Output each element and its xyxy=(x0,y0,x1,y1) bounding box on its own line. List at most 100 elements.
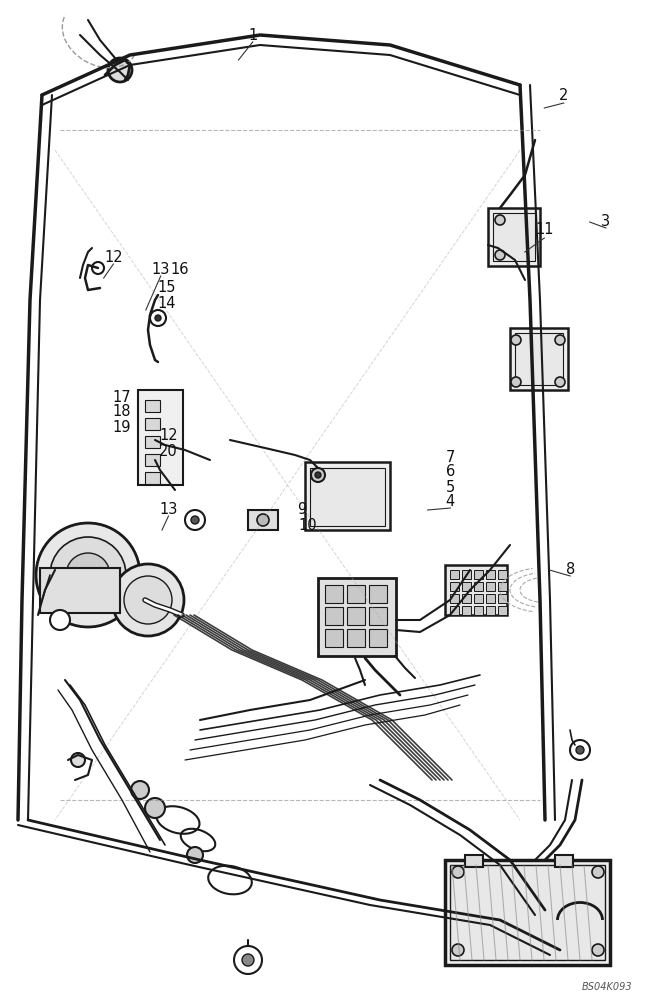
Circle shape xyxy=(495,250,505,260)
Text: 16: 16 xyxy=(171,262,189,277)
Text: 20: 20 xyxy=(159,444,178,458)
Bar xyxy=(325,585,343,603)
Bar xyxy=(498,594,507,603)
Bar xyxy=(474,594,483,603)
Circle shape xyxy=(592,866,604,878)
Bar xyxy=(347,585,365,603)
Bar xyxy=(369,607,387,625)
Bar xyxy=(347,607,365,625)
Circle shape xyxy=(50,610,70,630)
Text: 1: 1 xyxy=(248,28,257,43)
Bar xyxy=(450,594,459,603)
Text: 6: 6 xyxy=(446,464,455,480)
Bar xyxy=(445,565,507,615)
Circle shape xyxy=(50,537,126,613)
Circle shape xyxy=(257,514,269,526)
Circle shape xyxy=(187,847,203,863)
Bar xyxy=(450,865,605,960)
Text: 8: 8 xyxy=(566,562,575,578)
Bar xyxy=(462,582,471,591)
Text: 19: 19 xyxy=(113,420,131,434)
Circle shape xyxy=(570,740,590,760)
Bar xyxy=(310,468,385,526)
Bar xyxy=(498,570,507,579)
Bar xyxy=(474,606,483,615)
Text: 17: 17 xyxy=(113,389,131,404)
Bar xyxy=(486,582,495,591)
Bar xyxy=(450,606,459,615)
Circle shape xyxy=(234,946,262,974)
Bar xyxy=(474,582,483,591)
Text: 10: 10 xyxy=(299,518,317,532)
Bar xyxy=(40,568,120,613)
Bar xyxy=(138,390,183,485)
Circle shape xyxy=(66,553,110,597)
Circle shape xyxy=(592,944,604,956)
Text: 14: 14 xyxy=(158,296,176,310)
Circle shape xyxy=(131,781,149,799)
Circle shape xyxy=(185,510,205,530)
Bar xyxy=(305,462,390,530)
Text: 4: 4 xyxy=(446,494,455,510)
Text: 12: 12 xyxy=(159,428,178,442)
Circle shape xyxy=(155,315,161,321)
Circle shape xyxy=(495,215,505,225)
Circle shape xyxy=(36,523,140,627)
Bar xyxy=(486,570,495,579)
Bar xyxy=(325,607,343,625)
Text: 2: 2 xyxy=(559,88,568,103)
Bar xyxy=(462,594,471,603)
Bar xyxy=(465,855,483,867)
Circle shape xyxy=(108,58,132,82)
Circle shape xyxy=(555,377,565,387)
Bar xyxy=(515,333,563,385)
Circle shape xyxy=(452,944,464,956)
Bar xyxy=(498,606,507,615)
Bar xyxy=(347,629,365,647)
Bar xyxy=(369,629,387,647)
Bar xyxy=(445,860,610,965)
Circle shape xyxy=(112,564,184,636)
Text: 13: 13 xyxy=(152,262,170,277)
Text: 5: 5 xyxy=(446,480,455,494)
Circle shape xyxy=(452,866,464,878)
Circle shape xyxy=(511,377,521,387)
Bar xyxy=(462,570,471,579)
Circle shape xyxy=(555,335,565,345)
Text: 18: 18 xyxy=(113,404,131,420)
Text: 3: 3 xyxy=(601,215,610,230)
Text: 12: 12 xyxy=(104,250,122,265)
Bar xyxy=(369,585,387,603)
Circle shape xyxy=(576,746,584,754)
Bar xyxy=(450,570,459,579)
Bar xyxy=(488,208,540,266)
Bar xyxy=(325,629,343,647)
Bar xyxy=(248,510,278,530)
Text: 7: 7 xyxy=(446,450,455,464)
Bar xyxy=(450,582,459,591)
Bar xyxy=(145,472,160,484)
Bar xyxy=(474,570,483,579)
Circle shape xyxy=(191,516,199,524)
Bar xyxy=(145,454,160,466)
Bar xyxy=(145,418,160,430)
Bar xyxy=(145,400,160,412)
Bar xyxy=(498,582,507,591)
Circle shape xyxy=(92,262,104,274)
Bar xyxy=(462,606,471,615)
Text: 9: 9 xyxy=(297,502,306,518)
Circle shape xyxy=(150,310,166,326)
Circle shape xyxy=(311,468,325,482)
Bar xyxy=(493,213,535,261)
Bar xyxy=(145,436,160,448)
Text: 13: 13 xyxy=(159,502,178,518)
Circle shape xyxy=(145,798,165,818)
Bar xyxy=(486,594,495,603)
Bar xyxy=(510,328,568,390)
Circle shape xyxy=(511,335,521,345)
Circle shape xyxy=(315,472,321,478)
Bar xyxy=(318,578,396,656)
Circle shape xyxy=(242,954,254,966)
Circle shape xyxy=(124,576,172,624)
Bar xyxy=(486,606,495,615)
